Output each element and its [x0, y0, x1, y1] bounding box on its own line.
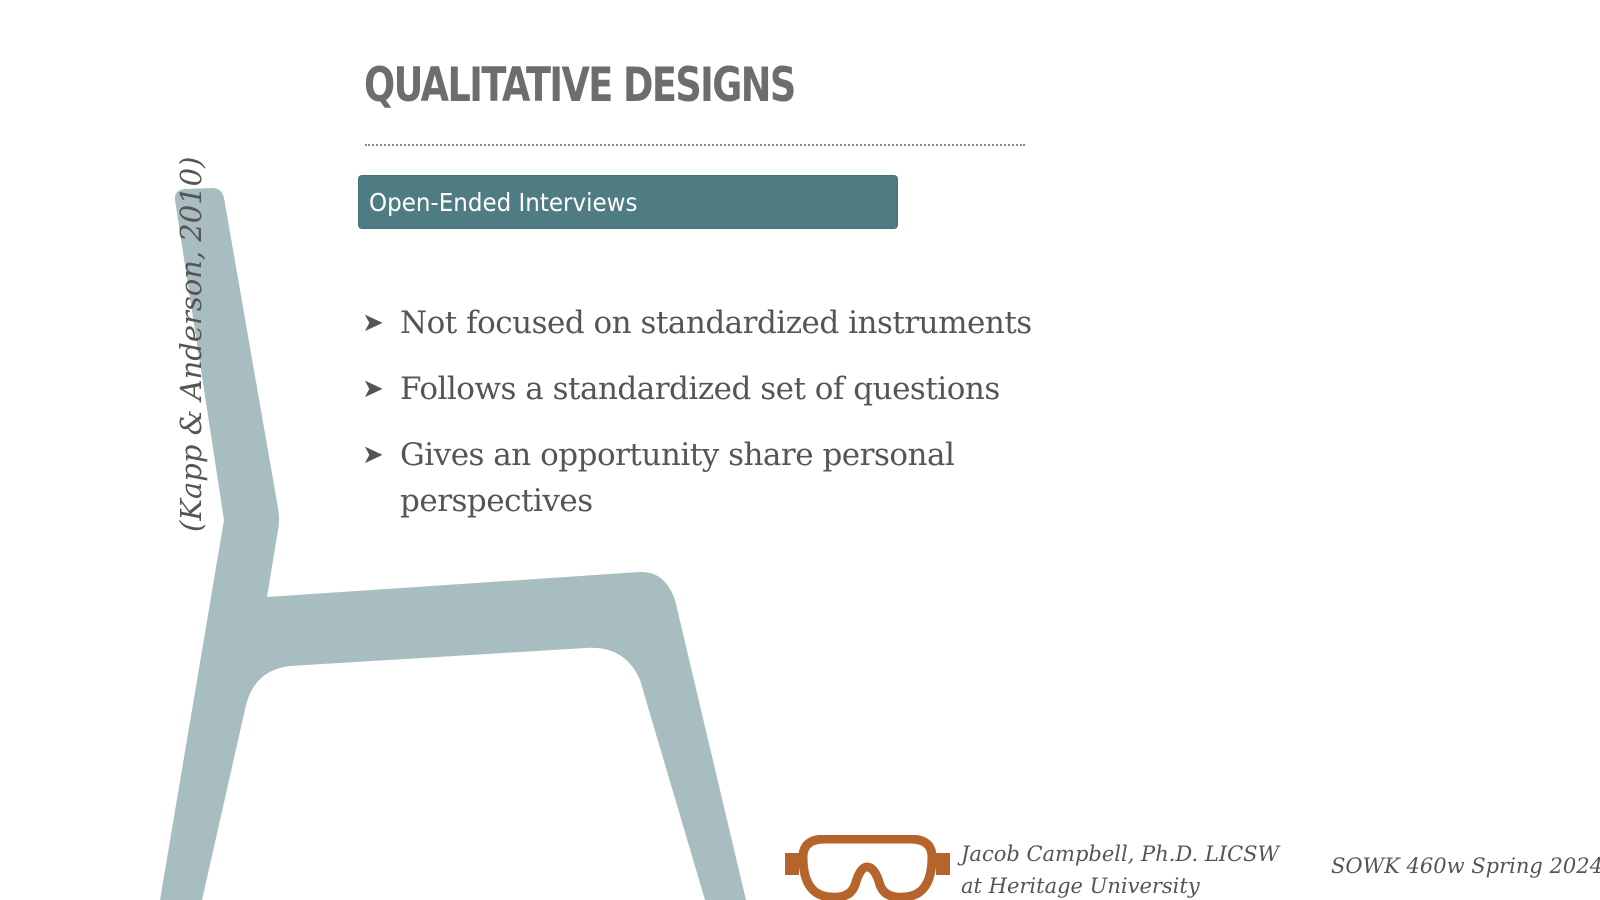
- title-divider: [365, 144, 1025, 146]
- subtitle-text: Open-Ended Interviews: [369, 188, 638, 217]
- author-name: Jacob Campbell, Ph.D. LICSW: [961, 842, 1280, 866]
- course-label: SOWK 460w Spring 2024: [1331, 854, 1600, 878]
- bullet-item: ➤ Follows a standardized set of question…: [360, 366, 1060, 412]
- arrow-bullet-icon: ➤: [362, 374, 384, 404]
- bullet-item: ➤ Not focused on standardized instrument…: [360, 300, 1060, 346]
- slide-title: QUALITATIVE DESIGNS: [364, 58, 796, 113]
- arrow-bullet-icon: ➤: [362, 440, 384, 470]
- bullet-text: Not focused on standardized instruments: [400, 305, 1032, 341]
- author-credit: Jacob Campbell, Ph.D. LICSW at Heritage …: [961, 838, 1279, 900]
- citation: (Kapp & Anderson, 2010): [174, 156, 208, 532]
- bullet-list: ➤ Not focused on standardized instrument…: [360, 300, 1060, 544]
- bullet-text: Follows a standardized set of questions: [400, 371, 1000, 407]
- bullet-item: ➤ Gives an opportunity share personal pe…: [360, 432, 1060, 524]
- bullet-text: Gives an opportunity share personal pers…: [400, 437, 955, 519]
- author-affiliation: at Heritage University: [961, 874, 1200, 898]
- subtitle-banner: Open-Ended Interviews: [359, 176, 897, 228]
- arrow-bullet-icon: ➤: [362, 308, 384, 338]
- goggles-icon: [785, 835, 950, 900]
- chair-shape: [160, 188, 746, 900]
